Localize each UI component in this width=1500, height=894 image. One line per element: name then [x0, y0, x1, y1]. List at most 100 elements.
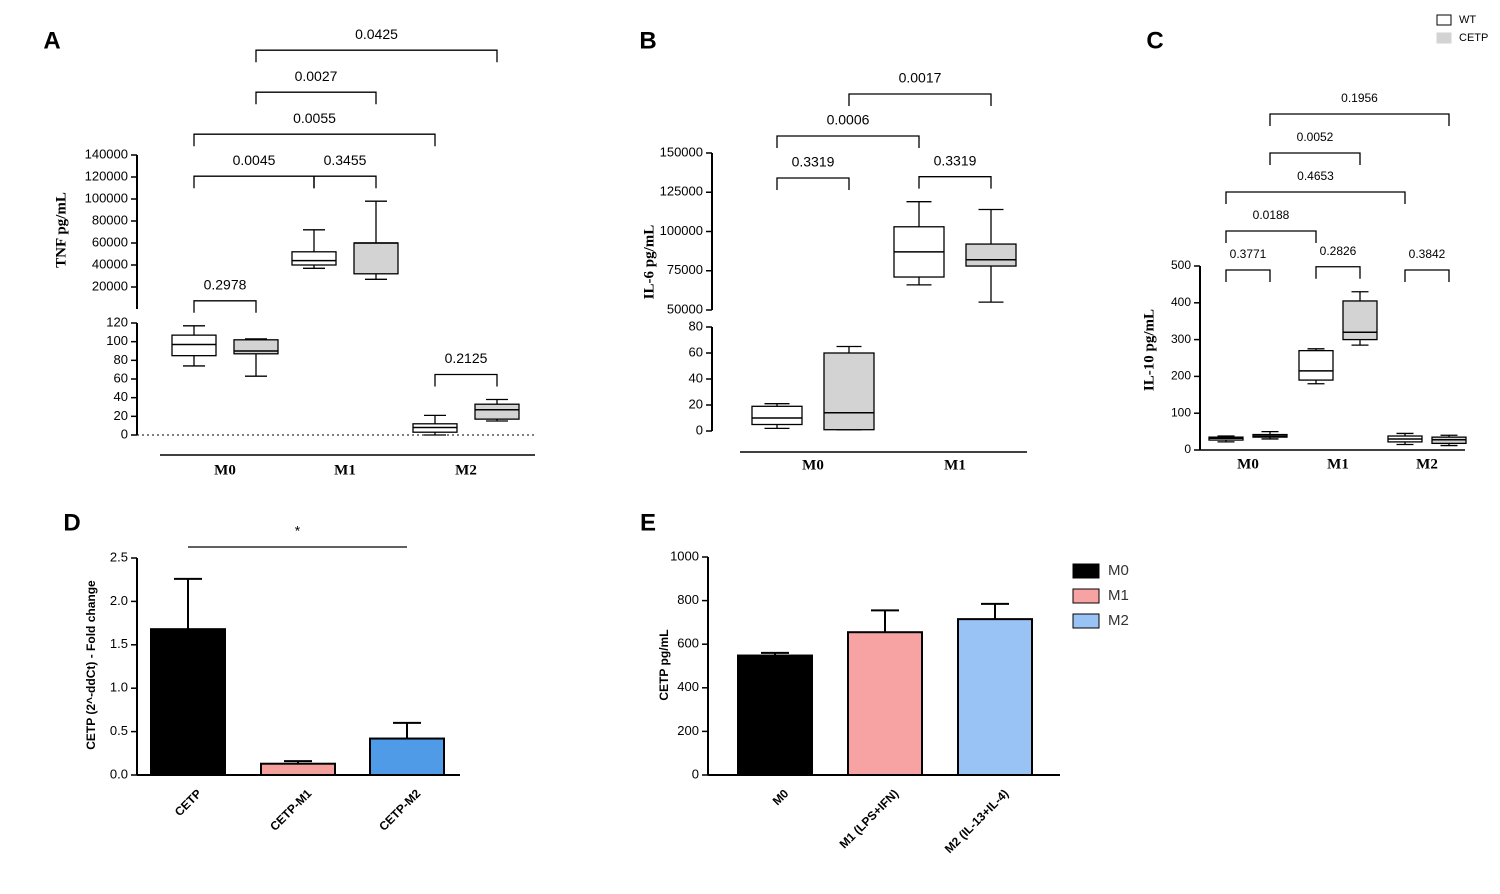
box	[353, 242, 399, 275]
panel-letter: A	[43, 27, 60, 54]
box	[965, 243, 1017, 267]
x-tick-label: CETP-M1	[267, 786, 314, 833]
significance-bracket	[434, 373, 498, 387]
legend-swatch	[1072, 613, 1100, 629]
y-tick-label: 100000	[660, 223, 703, 238]
p-value: 0.0425	[355, 26, 398, 42]
y-axis-label: CETP (2^-ddCt) - Fold change	[84, 580, 98, 750]
bar	[369, 737, 445, 777]
legend-label: CETP	[1459, 32, 1488, 44]
y-tick-label: 300	[1171, 332, 1191, 346]
y-tick-label: 2.5	[110, 549, 128, 564]
p-value: 0.1956	[1341, 91, 1378, 105]
y-tick-label: 120	[106, 314, 128, 329]
bar	[957, 618, 1033, 776]
bar	[847, 631, 923, 777]
x-tick-label: M0	[770, 786, 792, 808]
box	[171, 334, 217, 357]
p-value: 0.3771	[1230, 247, 1267, 261]
y-tick-label: 2.0	[110, 593, 128, 608]
p-value: 0.3455	[324, 152, 367, 168]
p-value: 0.2125	[445, 350, 488, 366]
y-tick-label: 50000	[667, 301, 703, 316]
bar	[260, 762, 336, 777]
p-value: 0.3319	[792, 154, 835, 170]
significance-bracket	[1315, 266, 1361, 279]
box	[291, 251, 337, 266]
y-axis-label: IL-6 pg/mL	[641, 225, 657, 300]
y-tick-label: 20000	[92, 278, 128, 293]
panel-letter: D	[63, 509, 80, 536]
x-tick-label: CETP	[172, 786, 205, 819]
y-tick-label: 140000	[85, 146, 128, 161]
significance-bracket	[1269, 113, 1450, 126]
box	[823, 352, 875, 431]
significance-bracket	[255, 91, 377, 105]
p-value: 0.3842	[1409, 247, 1446, 261]
y-tick-label: 0.0	[110, 766, 128, 781]
significance-bracket	[1404, 269, 1450, 282]
p-value: 0.0045	[233, 152, 276, 168]
x-tick-label: M2 (IL-13+IL-4)	[942, 786, 1012, 856]
y-tick-label: 200	[677, 723, 699, 738]
legend-swatch	[1436, 14, 1452, 26]
x-tick-label: M2	[455, 462, 477, 478]
x-tick-label: M1 (LPS+IFN)	[837, 786, 902, 851]
p-value: 0.4653	[1297, 169, 1334, 183]
x-tick-label: M1	[944, 457, 966, 473]
y-tick-label: 400	[1171, 295, 1191, 309]
y-tick-label: 120000	[85, 168, 128, 183]
x-tick-label: M0	[802, 457, 824, 473]
p-value: 0.0017	[899, 70, 942, 86]
x-tick-label: M2	[1416, 456, 1438, 472]
significance-bracket	[313, 175, 377, 189]
significance-bracket	[193, 300, 257, 313]
significance-bracket	[255, 49, 498, 63]
p-value: 0.0027	[295, 68, 338, 84]
x-tick-label: M1	[334, 462, 356, 478]
bar	[150, 628, 226, 777]
y-tick-label: 40	[114, 389, 128, 404]
y-tick-label: 125000	[660, 184, 703, 199]
y-tick-label: 0.5	[110, 723, 128, 738]
y-tick-label: 0	[696, 422, 703, 437]
p-value: 0.0006	[827, 112, 870, 128]
y-tick-label: 80	[114, 352, 128, 367]
y-tick-label: 40	[689, 370, 703, 385]
x-tick-label: M1	[1327, 456, 1349, 472]
significance-bracket	[1225, 230, 1317, 243]
legend-swatch	[1072, 588, 1100, 604]
significance-label: *	[295, 523, 301, 539]
x-tick-label: M0	[1237, 456, 1259, 472]
y-tick-label: 80	[689, 318, 703, 333]
y-tick-label: 400	[677, 679, 699, 694]
legend-swatch	[1436, 32, 1452, 44]
p-value: 0.2826	[1320, 244, 1357, 258]
y-tick-label: 1.5	[110, 636, 128, 651]
x-tick-label: M0	[214, 462, 236, 478]
p-value: 0.2978	[204, 277, 247, 293]
significance-bracket	[1269, 152, 1361, 165]
y-tick-label: 0	[692, 766, 699, 781]
panel-letter: E	[640, 509, 656, 536]
box	[1298, 349, 1334, 381]
y-tick-label: 1.0	[110, 680, 128, 695]
p-value: 0.0055	[293, 110, 336, 126]
significance-bracket	[193, 175, 315, 189]
y-tick-label: 1000	[670, 548, 699, 563]
y-tick-label: 75000	[667, 262, 703, 277]
y-tick-label: 80000	[92, 212, 128, 227]
y-tick-label: 200	[1171, 369, 1191, 383]
p-value: 0.0188	[1253, 208, 1290, 222]
legend-label: M2	[1108, 612, 1129, 629]
legend-swatch	[1072, 563, 1100, 579]
significance-bracket	[1225, 269, 1271, 282]
y-tick-label: 800	[677, 592, 699, 607]
y-tick-label: 60	[114, 370, 128, 385]
p-value: 0.0052	[1297, 130, 1334, 144]
significance-bracket	[776, 177, 850, 190]
significance-bracket	[848, 93, 992, 106]
y-tick-label: 60000	[92, 234, 128, 249]
legend-label: M0	[1108, 562, 1129, 579]
